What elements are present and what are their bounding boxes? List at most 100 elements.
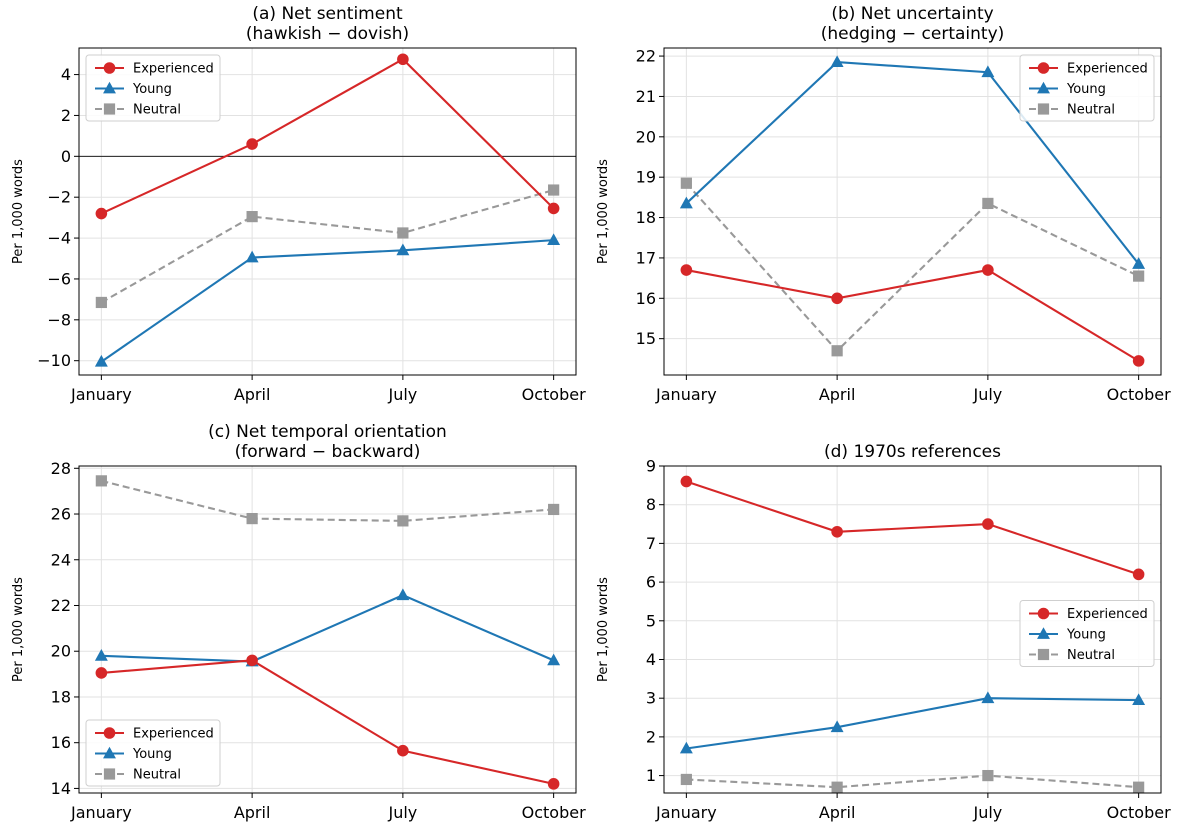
data-point-neutral bbox=[548, 503, 560, 516]
y-tick-label: −4 bbox=[47, 229, 71, 248]
x-tick-label: October bbox=[522, 803, 586, 822]
y-tick-label: 18 bbox=[51, 687, 71, 706]
y-tick-label: 17 bbox=[636, 248, 656, 267]
y-tick-label: 22 bbox=[51, 596, 71, 615]
legend-swatch-marker bbox=[103, 727, 116, 739]
data-point-neutral bbox=[831, 781, 843, 793]
x-tick-label: July bbox=[972, 385, 1002, 404]
plot-area-frame bbox=[663, 47, 1162, 376]
legend-swatch-marker bbox=[1037, 103, 1050, 115]
data-point-experienced bbox=[1132, 568, 1145, 581]
legend-box bbox=[85, 54, 221, 122]
data-point-young bbox=[1132, 693, 1146, 706]
data-point-neutral bbox=[397, 515, 409, 527]
data-point-neutral bbox=[1133, 270, 1145, 282]
legend-swatch-marker bbox=[1037, 62, 1050, 74]
data-point-neutral bbox=[548, 184, 560, 196]
y-tick-label: 1 bbox=[646, 766, 656, 785]
legend-label: Neutral bbox=[1067, 648, 1115, 663]
chart-title: (b) Net uncertainty bbox=[831, 4, 993, 24]
legend-swatch-marker bbox=[1037, 627, 1050, 639]
data-point-neutral bbox=[831, 345, 843, 357]
chart-panel-3: 14 16 18 20 22 24 26 28 January April July October (… bbox=[11, 422, 586, 822]
data-point-experienced bbox=[246, 138, 258, 150]
legend-label: Experienced bbox=[133, 727, 214, 742]
series-line-young bbox=[100, 239, 554, 363]
y-tick-label: 16 bbox=[636, 289, 656, 308]
plot-area-frame bbox=[78, 465, 577, 794]
data-point-young bbox=[679, 196, 693, 209]
series-line-young bbox=[101, 594, 555, 663]
data-point-neutral bbox=[95, 296, 107, 309]
legend-box bbox=[1019, 54, 1155, 122]
y-tick-label: 18 bbox=[636, 208, 656, 227]
y-axis-label: Per 1,000 words bbox=[11, 577, 26, 682]
series-experienced bbox=[680, 475, 1145, 581]
data-point-young bbox=[547, 233, 561, 246]
legend-label: Young bbox=[132, 82, 172, 97]
chart-subtitle: (hawkish − dovish) bbox=[246, 24, 409, 44]
series-experienced bbox=[95, 53, 560, 220]
series-neutral bbox=[95, 184, 560, 309]
x-tick-label: January bbox=[70, 803, 132, 822]
legend: Experienced Young Neutral bbox=[1019, 54, 1155, 122]
legend-swatch-marker bbox=[1037, 607, 1050, 620]
legend-label: Young bbox=[132, 747, 172, 762]
data-point-neutral bbox=[246, 211, 258, 223]
data-point-experienced bbox=[547, 202, 560, 215]
x-tick-label: October bbox=[522, 385, 586, 404]
data-point-young bbox=[396, 588, 410, 601]
series-line-neutral bbox=[686, 774, 1139, 789]
legend-label: Experienced bbox=[1067, 607, 1148, 622]
data-point-experienced bbox=[1132, 355, 1145, 367]
y-tick-label: 19 bbox=[636, 168, 656, 187]
data-point-young bbox=[396, 243, 410, 256]
series-line-young bbox=[686, 697, 1139, 750]
legend-swatch-marker bbox=[1037, 648, 1050, 661]
chart-subtitle: (forward − backward) bbox=[235, 442, 421, 462]
data-point-experienced bbox=[982, 518, 994, 530]
y-tick-label: 24 bbox=[51, 550, 71, 569]
data-point-neutral bbox=[982, 197, 994, 210]
series-young bbox=[679, 55, 1146, 269]
legend-swatch-marker bbox=[103, 768, 116, 780]
data-point-experienced bbox=[831, 292, 843, 305]
legend: Experienced Young Neutral bbox=[85, 719, 221, 787]
legend: Experienced Young Neutral bbox=[85, 54, 221, 122]
y-tick-label: 4 bbox=[61, 65, 71, 84]
data-point-experienced bbox=[547, 778, 560, 790]
data-point-young bbox=[981, 65, 995, 78]
legend-label: Neutral bbox=[133, 768, 181, 783]
data-point-neutral bbox=[680, 773, 692, 786]
x-tick-label: January bbox=[655, 803, 717, 822]
chart-panel-4: 1 2 3 4 5 6 7 8 9 January April July October (d) 1970… bbox=[596, 442, 1171, 822]
y-tick-label: 14 bbox=[51, 779, 71, 798]
y-axis-label: Per 1,000 words bbox=[11, 159, 26, 264]
chart-panel-1: −10 −8 −6 −4 −2 0 2 4 January April July October (a)… bbox=[11, 4, 586, 404]
data-point-young bbox=[547, 653, 561, 666]
y-tick-label: 0 bbox=[61, 147, 71, 166]
y-axis-label: Per 1,000 words bbox=[596, 577, 611, 682]
legend-label: Experienced bbox=[133, 62, 214, 77]
data-point-young bbox=[830, 55, 844, 68]
data-point-young bbox=[94, 354, 108, 367]
series-experienced bbox=[95, 654, 560, 790]
data-point-experienced bbox=[680, 475, 693, 488]
y-tick-label: 15 bbox=[636, 329, 656, 348]
y-tick-label: −8 bbox=[47, 310, 71, 329]
y-tick-label: 26 bbox=[51, 505, 71, 524]
x-tick-label: July bbox=[387, 385, 417, 404]
series-line-neutral bbox=[685, 182, 1140, 353]
data-point-young bbox=[1132, 257, 1146, 269]
series-experienced bbox=[680, 264, 1145, 367]
series-line-neutral bbox=[101, 479, 554, 522]
legend-swatch-marker bbox=[103, 62, 116, 74]
series-neutral bbox=[95, 475, 560, 527]
series-line-experienced bbox=[686, 268, 1140, 362]
x-tick-label: January bbox=[70, 385, 132, 404]
data-point-neutral bbox=[95, 475, 107, 487]
y-tick-label: 6 bbox=[646, 573, 656, 592]
legend-box bbox=[85, 719, 221, 787]
chart-title: (c) Net temporal orientation bbox=[208, 422, 447, 442]
data-point-neutral bbox=[1133, 781, 1145, 793]
